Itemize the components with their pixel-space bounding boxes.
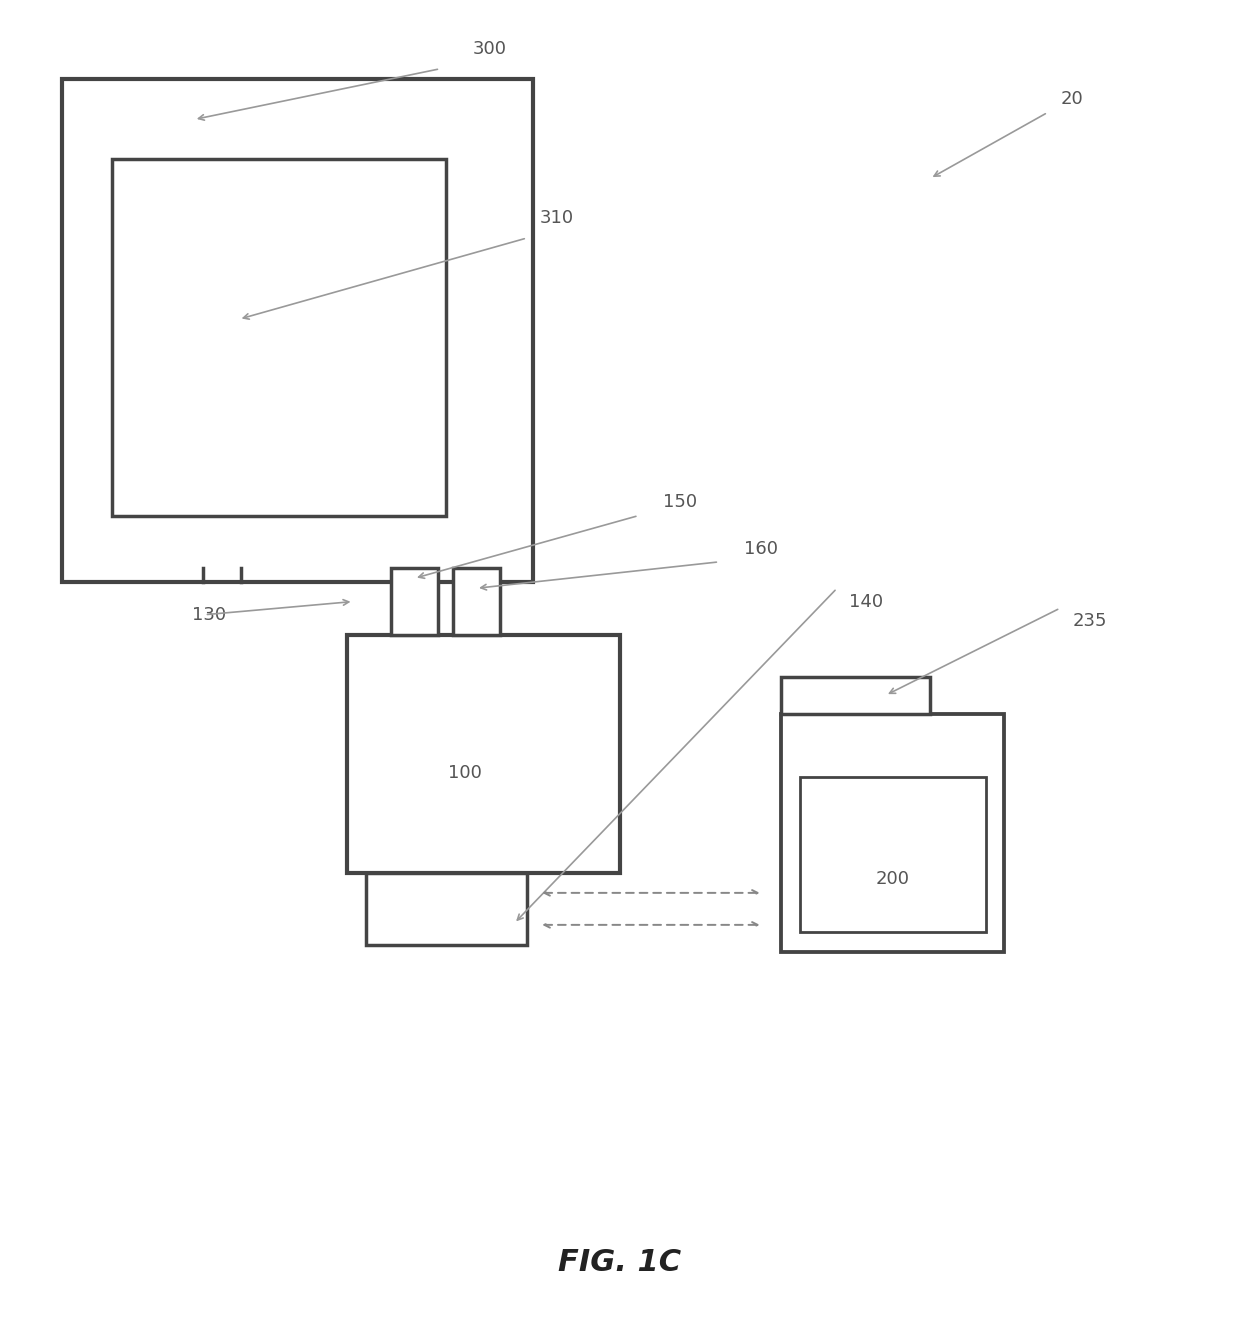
Bar [453,568,500,635]
Bar [800,777,986,932]
Text: 310: 310 [539,209,574,227]
Text: 160: 160 [744,539,777,558]
Text: 235: 235 [1073,612,1107,631]
Bar [347,635,620,873]
Bar [112,159,446,516]
Bar [781,714,1004,952]
Text: 130: 130 [192,605,227,624]
Bar [366,873,527,945]
Bar [62,79,533,582]
Text: 150: 150 [663,493,698,512]
Text: 140: 140 [849,592,884,611]
Text: 100: 100 [448,764,482,783]
Text: 300: 300 [472,40,507,58]
Bar [391,568,438,635]
Text: FIG. 1C: FIG. 1C [558,1248,682,1277]
Bar [781,677,930,714]
Text: 20: 20 [1060,90,1083,108]
Text: 200: 200 [875,870,910,888]
